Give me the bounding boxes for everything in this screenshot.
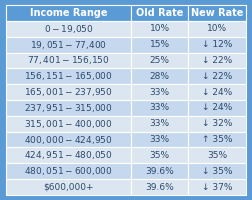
Text: 10%: 10% bbox=[207, 24, 227, 33]
Text: ↓ 24%: ↓ 24% bbox=[202, 88, 232, 97]
Bar bbox=[131, 53, 188, 68]
Bar bbox=[6, 84, 131, 100]
Bar bbox=[188, 68, 246, 84]
Text: 39.6%: 39.6% bbox=[145, 183, 174, 192]
Text: 10%: 10% bbox=[149, 24, 170, 33]
Bar bbox=[188, 5, 246, 21]
Text: ↓ 22%: ↓ 22% bbox=[202, 72, 232, 81]
Text: Old Rate: Old Rate bbox=[136, 8, 183, 18]
Bar bbox=[131, 163, 188, 179]
Bar bbox=[131, 5, 188, 21]
Bar bbox=[131, 100, 188, 116]
Text: $600,000+: $600,000+ bbox=[43, 183, 94, 192]
Text: 33%: 33% bbox=[149, 88, 170, 97]
Text: 33%: 33% bbox=[149, 119, 170, 128]
Text: ↓ 37%: ↓ 37% bbox=[202, 183, 232, 192]
Bar bbox=[188, 100, 246, 116]
Bar bbox=[6, 100, 131, 116]
Bar bbox=[6, 37, 131, 52]
Text: Income Range: Income Range bbox=[30, 8, 107, 18]
Bar bbox=[6, 132, 131, 148]
Bar bbox=[6, 53, 131, 68]
Text: New Rate: New Rate bbox=[191, 8, 243, 18]
Text: $400,000 - $424,950: $400,000 - $424,950 bbox=[24, 134, 113, 146]
Bar bbox=[131, 84, 188, 100]
Bar bbox=[188, 132, 246, 148]
Text: 28%: 28% bbox=[149, 72, 170, 81]
Text: ↓ 22%: ↓ 22% bbox=[202, 56, 232, 65]
Text: 33%: 33% bbox=[149, 103, 170, 112]
Bar bbox=[188, 148, 246, 163]
Bar bbox=[6, 5, 131, 21]
Text: ↓ 35%: ↓ 35% bbox=[202, 167, 232, 176]
Bar bbox=[188, 37, 246, 52]
Bar bbox=[6, 116, 131, 132]
Text: 35%: 35% bbox=[149, 151, 170, 160]
Text: $237,951 - $315,000: $237,951 - $315,000 bbox=[24, 102, 113, 114]
Bar bbox=[188, 21, 246, 37]
Bar bbox=[188, 163, 246, 179]
Bar bbox=[131, 68, 188, 84]
Bar bbox=[6, 163, 131, 179]
Text: 15%: 15% bbox=[149, 40, 170, 49]
Bar bbox=[188, 53, 246, 68]
Text: $0 - $19,050: $0 - $19,050 bbox=[44, 23, 93, 35]
Text: 25%: 25% bbox=[149, 56, 170, 65]
Text: $165,001 - $237,950: $165,001 - $237,950 bbox=[24, 86, 113, 98]
Text: ↑ 35%: ↑ 35% bbox=[202, 135, 232, 144]
Text: ↓ 32%: ↓ 32% bbox=[202, 119, 232, 128]
Bar bbox=[6, 148, 131, 163]
Text: 39.6%: 39.6% bbox=[145, 167, 174, 176]
Text: $156,151 - $165,000: $156,151 - $165,000 bbox=[24, 70, 113, 82]
Text: $480,051 - $600,000: $480,051 - $600,000 bbox=[24, 165, 113, 177]
Bar bbox=[6, 179, 131, 195]
Bar bbox=[188, 116, 246, 132]
Bar bbox=[131, 37, 188, 52]
Text: ↓ 12%: ↓ 12% bbox=[202, 40, 232, 49]
Bar bbox=[131, 21, 188, 37]
Bar bbox=[131, 179, 188, 195]
Bar bbox=[6, 21, 131, 37]
Text: $424,951 - $480,050: $424,951 - $480,050 bbox=[24, 149, 113, 161]
Text: $315,001 - $400,000: $315,001 - $400,000 bbox=[24, 118, 113, 130]
Text: ↓ 24%: ↓ 24% bbox=[202, 103, 232, 112]
Bar bbox=[188, 179, 246, 195]
Bar bbox=[131, 132, 188, 148]
Bar bbox=[131, 148, 188, 163]
Bar bbox=[131, 116, 188, 132]
Text: 33%: 33% bbox=[149, 135, 170, 144]
Text: 35%: 35% bbox=[207, 151, 227, 160]
Text: $77,401 - $156,150: $77,401 - $156,150 bbox=[27, 54, 110, 66]
Bar bbox=[188, 84, 246, 100]
Text: $19,051 - $77,400: $19,051 - $77,400 bbox=[30, 39, 107, 51]
Bar bbox=[6, 68, 131, 84]
